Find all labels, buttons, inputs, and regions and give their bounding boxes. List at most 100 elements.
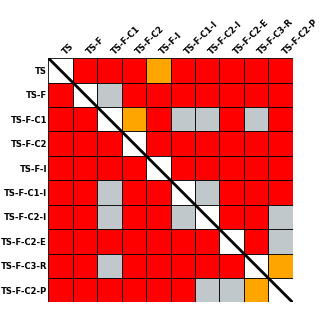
Bar [244,83,268,107]
Bar [146,278,171,302]
Bar [122,107,146,132]
Bar [73,278,97,302]
Bar [220,253,244,278]
Bar [48,229,73,253]
Bar [122,156,146,180]
Bar [244,107,268,132]
Bar [48,156,73,180]
Bar [171,180,195,205]
Bar [195,58,220,83]
Bar [97,229,122,253]
Bar [220,58,244,83]
Bar [220,229,244,253]
Bar [268,132,293,156]
Bar [73,253,97,278]
Bar [268,180,293,205]
Bar [244,205,268,229]
Bar [195,278,220,302]
Bar [220,180,244,205]
Bar [122,58,146,83]
Bar [48,205,73,229]
Bar [171,278,195,302]
Bar [268,278,293,302]
Bar [97,107,122,132]
Bar [48,107,73,132]
Bar [73,229,97,253]
Bar [171,58,195,83]
Bar [171,205,195,229]
Bar [195,253,220,278]
Bar [122,180,146,205]
Bar [146,83,171,107]
Bar [97,156,122,180]
Bar [244,229,268,253]
Bar [48,180,73,205]
Bar [146,229,171,253]
Bar [146,58,171,83]
Bar [195,83,220,107]
Bar [146,205,171,229]
Bar [146,156,171,180]
Bar [220,156,244,180]
Bar [122,83,146,107]
Bar [171,156,195,180]
Bar [73,83,97,107]
Bar [122,205,146,229]
Bar [244,253,268,278]
Bar [73,132,97,156]
Bar [122,132,146,156]
Bar [220,83,244,107]
Bar [122,229,146,253]
Bar [146,180,171,205]
Bar [268,253,293,278]
Bar [97,205,122,229]
Bar [244,278,268,302]
Bar [48,278,73,302]
Bar [220,205,244,229]
Bar [122,278,146,302]
Bar [171,229,195,253]
Bar [195,180,220,205]
Bar [195,132,220,156]
Bar [220,278,244,302]
Bar [97,253,122,278]
Bar [48,253,73,278]
Bar [73,156,97,180]
Bar [122,253,146,278]
Bar [97,180,122,205]
Bar [97,83,122,107]
Bar [195,156,220,180]
Bar [268,58,293,83]
Bar [268,229,293,253]
Bar [48,132,73,156]
Bar [48,58,73,83]
Bar [171,83,195,107]
Bar [97,132,122,156]
Bar [73,58,97,83]
Bar [220,132,244,156]
Bar [146,132,171,156]
Bar [146,107,171,132]
Bar [244,132,268,156]
Bar [73,205,97,229]
Bar [171,253,195,278]
Bar [73,107,97,132]
Bar [268,205,293,229]
Bar [268,83,293,107]
Bar [146,253,171,278]
Bar [171,107,195,132]
Bar [195,205,220,229]
Bar [73,180,97,205]
Bar [97,278,122,302]
Bar [171,132,195,156]
Bar [244,58,268,83]
Bar [195,107,220,132]
Bar [48,83,73,107]
Bar [244,180,268,205]
Bar [220,107,244,132]
Bar [268,107,293,132]
Bar [97,58,122,83]
Bar [244,156,268,180]
Bar [268,156,293,180]
Bar [195,229,220,253]
